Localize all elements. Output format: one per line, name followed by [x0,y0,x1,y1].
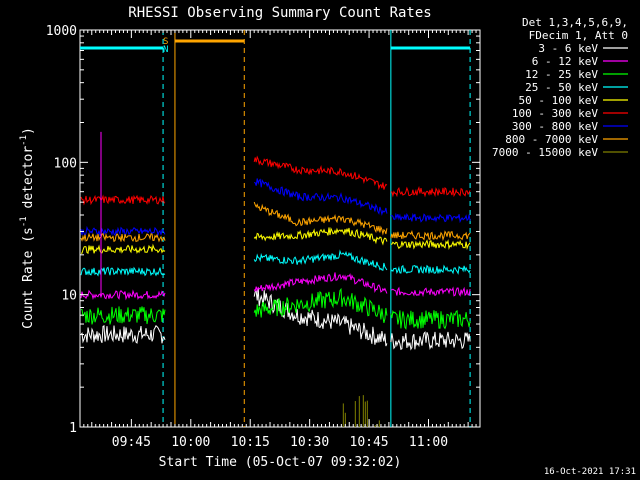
series-100-300-kev-line-segment-3 [390,186,471,198]
x-tick-label: 10:15 [231,435,270,450]
plot-frame [79,29,481,428]
series-300-800-kev-line-segment-3 [390,212,471,224]
series-800-7000-kev-line-segment-1 [80,232,166,243]
x-tick-label: 11:00 [409,435,448,450]
legend-header-line-2: FDecim 1, Att 0 [529,29,628,42]
chart-title: RHESSI Observing Summary Count Rates [128,5,431,21]
series-50-100-kev-line-segment-2 [253,227,388,246]
y-tick-label: 1 [69,421,77,436]
y-tick-label: 100 [54,156,77,171]
series-100-300-kev-line-segment-2 [253,155,388,191]
series-50-100-kev-line-segment-3 [390,239,471,251]
legend-label: 7000 - 15000 keV [492,146,598,159]
legend-label: 50 - 100 keV [519,94,599,107]
series-25-50-kev-line-segment-1 [80,266,166,277]
legend-label: 100 - 300 keV [512,107,598,120]
annotation-S: S [163,37,168,47]
series-800-7000-kev-line-segment-3 [390,230,471,242]
x-tick-label: 10:30 [290,435,329,450]
annotation-N: N [163,45,168,55]
footer-timestamp: 16-Oct-2021 17:31 [544,467,636,477]
x-tick-label: 10:45 [350,435,389,450]
series-3-6-kev-line-segment-3 [390,331,471,351]
legend-label: 6 - 12 keV [532,55,599,68]
x-tick-label: 09:45 [112,435,151,450]
series-12-25-kev-line-segment-1 [80,306,166,325]
series-25-50-kev-line-segment-3 [390,264,471,275]
y-axis-label: Count Rate (s-1 detector-1) [19,127,36,329]
legend-header-line-1: Det 1,3,4,5,6,9, [522,16,628,29]
legend-label: 12 - 25 keV [525,68,598,81]
y-tick-label: 1000 [46,24,77,39]
series-6-12-kev-line-segment-2 [253,272,388,294]
y-tick-label: 10 [61,289,77,304]
series-25-50-kev-line-segment-2 [253,249,388,271]
series-300-800-kev-line-segment-1 [80,225,166,237]
series-800-7000-kev-line-segment-2 [253,201,388,236]
series-3-6-kev-line-segment-2 [253,288,388,347]
series-6-12-kev-line-segment-3 [390,286,471,298]
series-300-800-kev-line-segment-2 [254,178,388,216]
legend-label: 3 - 6 keV [538,42,598,55]
legend-label: 800 - 7000 keV [505,133,598,146]
legend-label: 25 - 50 keV [525,81,598,94]
series-6-12-kev-line-segment-1 [80,289,166,301]
series-50-100-kev-line-segment-1 [80,243,166,255]
x-axis-label: Start Time (05-Oct-07 09:32:02) [159,455,402,470]
series-3-6-kev-line-segment-1 [80,324,166,344]
series-12-25-kev-line-segment-2 [253,287,388,324]
axis-ticks: 1 10 100 1000 09:45 10:00 10:15 10:30 10:45 11:00 [46,24,481,450]
x-tick-label: 10:00 [171,435,210,450]
chart-marks: SN [80,30,471,427]
series-12-25-kev-line-segment-3 [390,309,471,330]
series-100-300-kev-line-segment-1 [80,194,166,206]
legend-label: 300 - 800 keV [512,120,598,133]
